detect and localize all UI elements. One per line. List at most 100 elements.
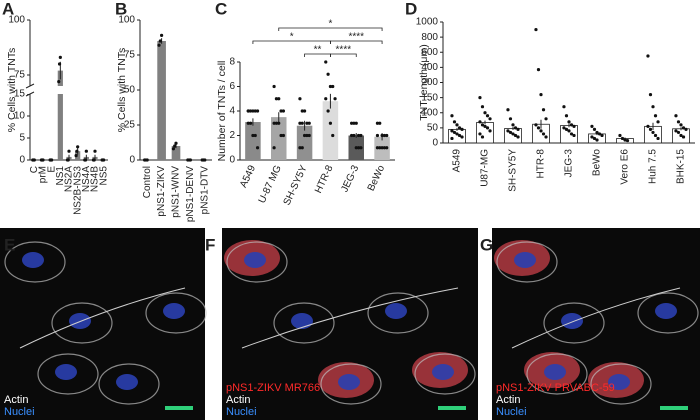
data-point	[651, 130, 655, 135]
data-point	[248, 109, 253, 113]
scale-bar	[165, 406, 193, 410]
x-tick-label: A549	[238, 163, 258, 189]
nucleus	[244, 252, 266, 268]
break-mark	[25, 91, 35, 97]
data-point	[536, 126, 541, 130]
nucleus	[116, 374, 138, 390]
bar	[57, 70, 63, 160]
data-point	[478, 120, 482, 124]
data-point	[307, 133, 311, 138]
cell-actin	[51, 302, 113, 344]
significance-bracket	[278, 27, 383, 31]
data-point	[350, 133, 354, 138]
data-point	[333, 97, 337, 101]
data-point	[145, 158, 149, 162]
data-point	[255, 109, 260, 113]
data-point	[305, 121, 309, 125]
data-point	[562, 105, 566, 109]
x-tick-label: prM	[38, 166, 49, 183]
data-point	[253, 133, 257, 138]
data-point	[457, 126, 462, 130]
x-tick-label: U-87 MG	[257, 164, 284, 206]
data-point	[298, 121, 302, 125]
data-point	[564, 127, 569, 131]
data-point	[331, 133, 335, 138]
panel-label: D	[405, 0, 417, 18]
data-point	[513, 133, 518, 138]
data-point	[272, 146, 276, 150]
data-point	[173, 144, 177, 148]
x-tick-label: SH-SY5Y	[508, 149, 519, 192]
data-point	[298, 146, 302, 150]
data-point	[676, 130, 681, 135]
x-tick-label: HTR-8	[313, 163, 336, 195]
data-point	[480, 123, 485, 127]
data-point	[32, 158, 36, 162]
cell-actin	[496, 241, 558, 283]
nucleus	[163, 303, 185, 319]
data-point	[572, 124, 576, 128]
data-point	[676, 120, 681, 124]
y-tick-label: 1000	[416, 17, 439, 28]
y-tick-label: 0	[432, 138, 438, 149]
data-point	[488, 129, 492, 133]
data-point	[253, 109, 257, 113]
data-point	[534, 123, 538, 127]
data-point	[352, 133, 356, 138]
channel-label: pNS1-ZIKV MR766	[226, 382, 320, 394]
data-point	[92, 158, 96, 162]
data-point	[57, 80, 61, 84]
panel-label: C	[215, 0, 227, 18]
data-point	[681, 135, 686, 139]
x-tick-label: Huh 7.5	[648, 149, 659, 184]
significance-bracket	[330, 40, 383, 44]
significance-label: ****	[348, 32, 364, 43]
data-point	[478, 132, 482, 136]
channel-label: Nuclei	[4, 406, 35, 418]
data-point	[382, 146, 387, 150]
data-point	[324, 97, 328, 101]
data-point	[58, 55, 62, 60]
y-tick-label: 800	[421, 32, 438, 43]
tnt	[511, 287, 681, 349]
data-point	[544, 117, 548, 121]
x-tick-label: NS1	[55, 166, 66, 186]
data-point	[569, 132, 574, 136]
data-point	[506, 129, 510, 133]
bar	[322, 101, 339, 160]
bar	[157, 41, 166, 160]
data-point	[354, 146, 358, 150]
data-point	[359, 133, 363, 138]
scale-bar	[660, 406, 688, 410]
data-point	[483, 124, 487, 128]
data-point	[590, 124, 594, 128]
cell-actin	[526, 353, 588, 395]
scale-bar	[438, 406, 466, 410]
data-point	[76, 145, 80, 149]
cell-actin	[543, 302, 605, 344]
data-point	[84, 149, 88, 153]
data-point	[592, 127, 597, 131]
data-point	[544, 135, 548, 139]
channel-label: Nuclei	[226, 406, 257, 418]
data-point	[478, 96, 482, 100]
data-point	[41, 158, 45, 162]
x-tick-label: SH-SY5Y	[282, 163, 310, 207]
data-point	[684, 127, 688, 131]
cell-actin	[37, 353, 99, 395]
data-point	[506, 108, 510, 112]
cell-actin	[414, 353, 476, 395]
data-point	[255, 146, 260, 150]
x-tick-label: Vero E6	[620, 149, 631, 185]
data-point	[75, 149, 79, 153]
bar	[171, 146, 181, 160]
data-point	[251, 109, 255, 113]
data-point	[511, 132, 515, 136]
channel-label: Actin	[496, 394, 520, 406]
data-point	[157, 43, 161, 47]
nucleus	[608, 374, 630, 390]
data-point	[508, 117, 513, 121]
data-point	[380, 133, 384, 138]
nucleus	[22, 252, 44, 268]
x-tick-label: pNS1-ZIKV	[156, 166, 167, 217]
